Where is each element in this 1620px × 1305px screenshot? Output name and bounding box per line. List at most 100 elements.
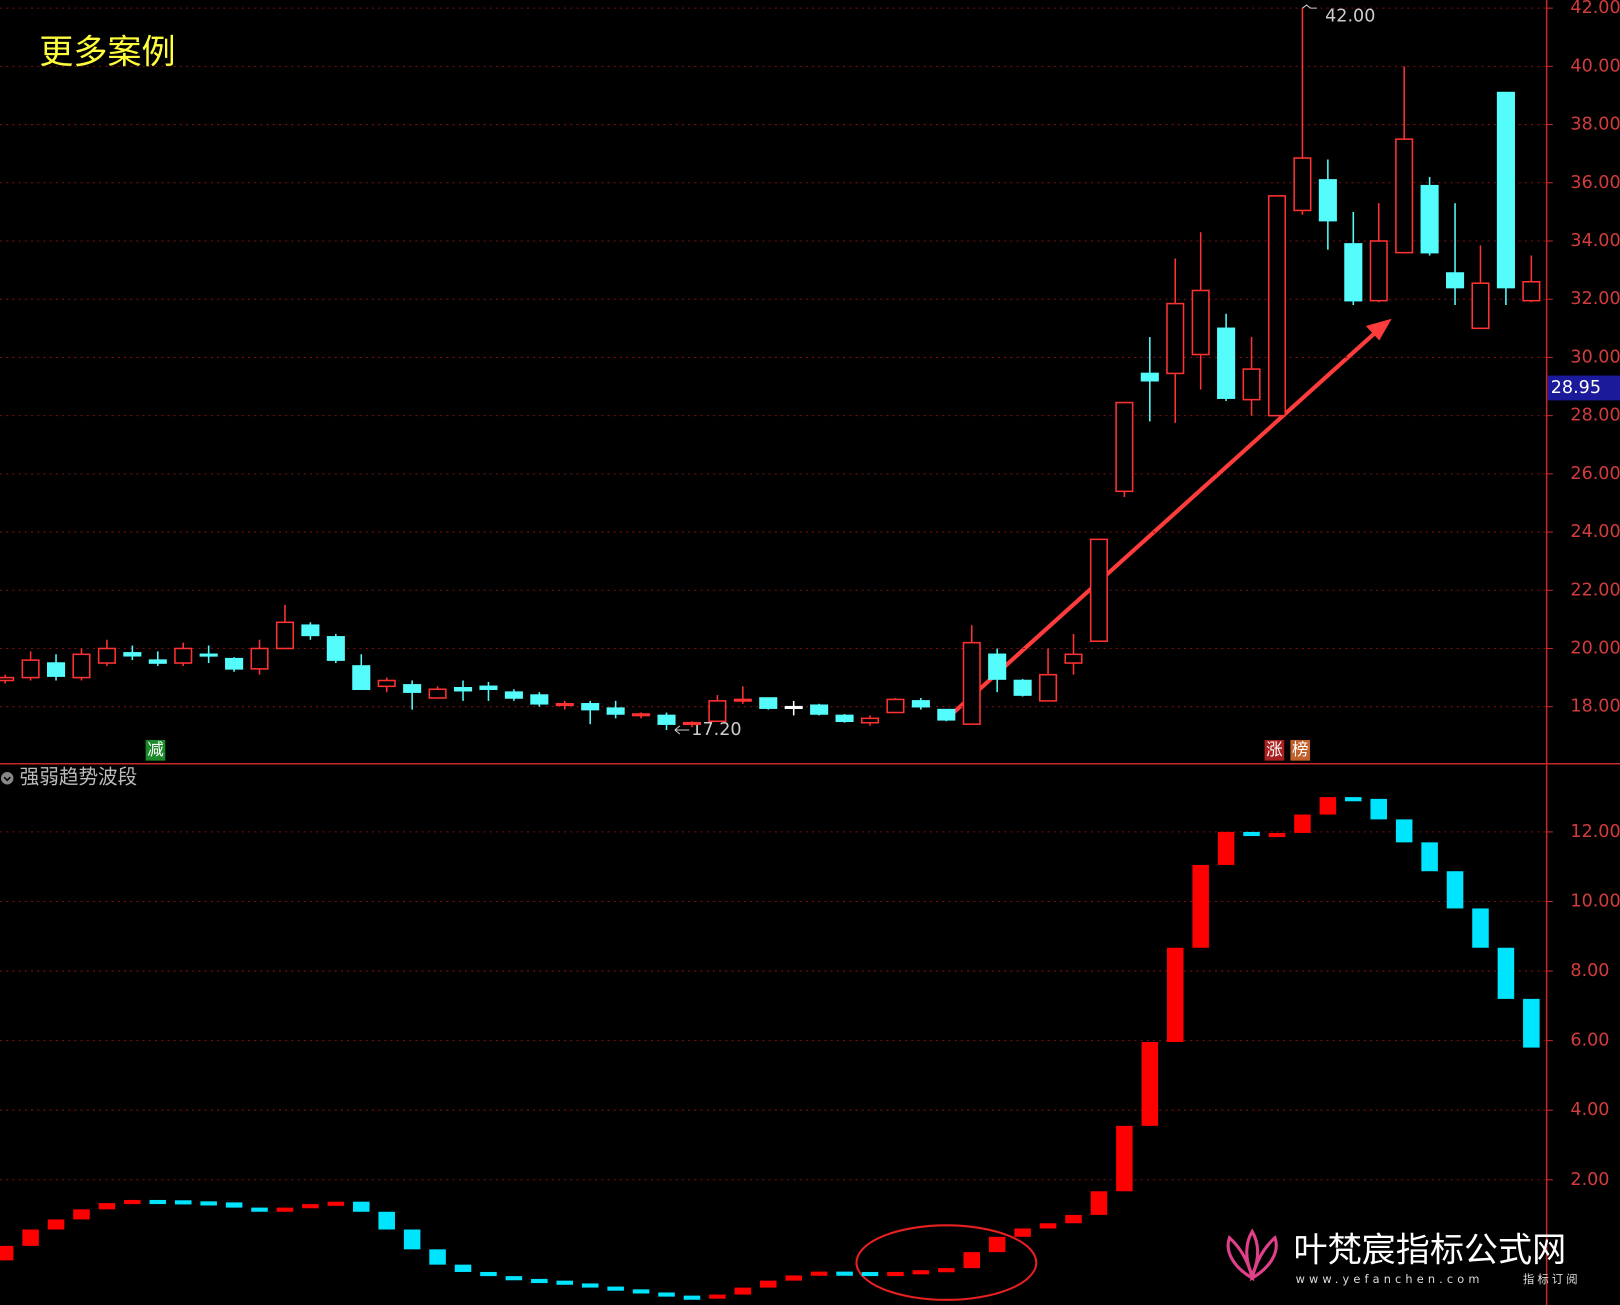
y-tick-label: 28.00 [1570,406,1620,426]
indicator-bar [632,1289,650,1294]
indicator-bar [1065,1214,1082,1224]
indicator-bar [1294,814,1311,833]
y-tick-label: 18.00 [1570,697,1620,717]
indicator-bar [1472,908,1489,948]
y-tick-label: 34.00 [1570,231,1620,251]
marker[interactable]: 减 [147,740,164,759]
indicator-bar [1268,832,1286,838]
indicator-bar [22,1229,39,1246]
candle-body [1242,368,1261,401]
candle-body [148,659,167,664]
y-tick-label: 40.00 [1570,56,1620,76]
candle-body [988,653,1007,680]
candle-body [1217,327,1236,399]
indicator-bar [938,1268,955,1273]
candle-body [835,714,854,723]
indicator-bar [403,1229,421,1250]
marker-box [145,739,166,761]
indicator-bar [963,1252,981,1269]
indicator-bar [225,1202,243,1208]
y-tick-label: 36.00 [1570,173,1620,193]
candle-body [1496,91,1515,289]
indicator-bar [276,1207,294,1212]
indicator-bar [1370,798,1388,820]
indicator-bar [251,1207,268,1212]
candle-body [1013,679,1032,696]
candle-body [97,647,116,664]
marker[interactable]: 榜 [1292,740,1309,759]
indicator-bar [810,1271,828,1276]
indicator-bar [200,1201,217,1206]
candle-body [1522,280,1541,302]
indicator-bar [1497,947,1515,999]
candle-body [352,665,371,691]
indicator-title: 强弱趋势波段 [20,766,138,789]
marker-box [1290,739,1311,761]
candle-body [428,688,447,699]
candle-body [72,653,91,679]
candle-body [1293,157,1312,212]
indicator-bar [1166,947,1184,1043]
candle-body [530,694,549,705]
candle-body [657,714,676,725]
y-tick-label: 20.00 [1570,638,1620,658]
candle-body [733,698,752,702]
candle-body [911,700,930,708]
indicator-bar [1421,842,1438,872]
indicator-bar [302,1204,319,1209]
page-title[interactable]: 更多案例 [39,32,175,72]
candle-body [555,703,574,707]
watermark-logo [1226,1228,1278,1282]
candle-body [21,659,40,679]
indicator-bar [607,1286,624,1291]
indicator-bar [353,1201,370,1212]
high-label: 42.00 [1325,6,1375,26]
marker[interactable]: 涨 [1266,740,1283,759]
candle-body [403,684,422,693]
indicator-bar [327,1201,345,1206]
candle-body [1039,673,1058,702]
watermark-url: www.yefanchen.com [1296,1272,1484,1286]
collapse-icon[interactable] [1,772,14,785]
indicator-bar [836,1271,853,1276]
indicator-bar [734,1287,752,1295]
candle-body [1446,272,1465,289]
candle-body [810,704,829,715]
candle-body [301,624,320,637]
y-tick-label: 22.00 [1570,580,1620,600]
label-pointer [674,725,690,735]
watermark-tagline: 指标订阅 [1523,1272,1581,1286]
indicator-bar [709,1294,726,1299]
watermark-name: 叶梵宸指标公式网 [1294,1231,1567,1271]
label-pointer [1302,4,1317,9]
y-tick-label: 6.00 [1570,1031,1609,1051]
indicator-bar [1014,1228,1031,1237]
candle-body [606,707,625,715]
indicator-bar [1319,797,1337,815]
candle-body [275,621,295,650]
indicator-bar [505,1276,523,1281]
candle-body [1471,282,1490,330]
indicator-bar [861,1271,879,1277]
indicator-bar [124,1199,141,1205]
indicator-bar [887,1271,904,1277]
last-price-box [1547,375,1620,401]
indicator-bar [658,1292,675,1297]
indicator-bar [0,1245,14,1261]
indicator-bar [174,1200,192,1205]
y-tick-label: 24.00 [1570,522,1620,542]
y-tick-label: 30.00 [1570,347,1620,367]
indicator-bar [556,1280,574,1285]
candle-body [225,657,244,670]
candle-body [479,685,498,691]
candle-body [1140,372,1159,382]
indicator-bar [429,1249,446,1265]
candle-body [886,698,905,714]
indicator-bar [1523,998,1540,1048]
candle-body [632,713,651,717]
candle-body [326,636,345,661]
indicator-bar [454,1264,472,1272]
candle-body [759,697,778,709]
y-tick-label: 42.00 [1570,0,1620,18]
